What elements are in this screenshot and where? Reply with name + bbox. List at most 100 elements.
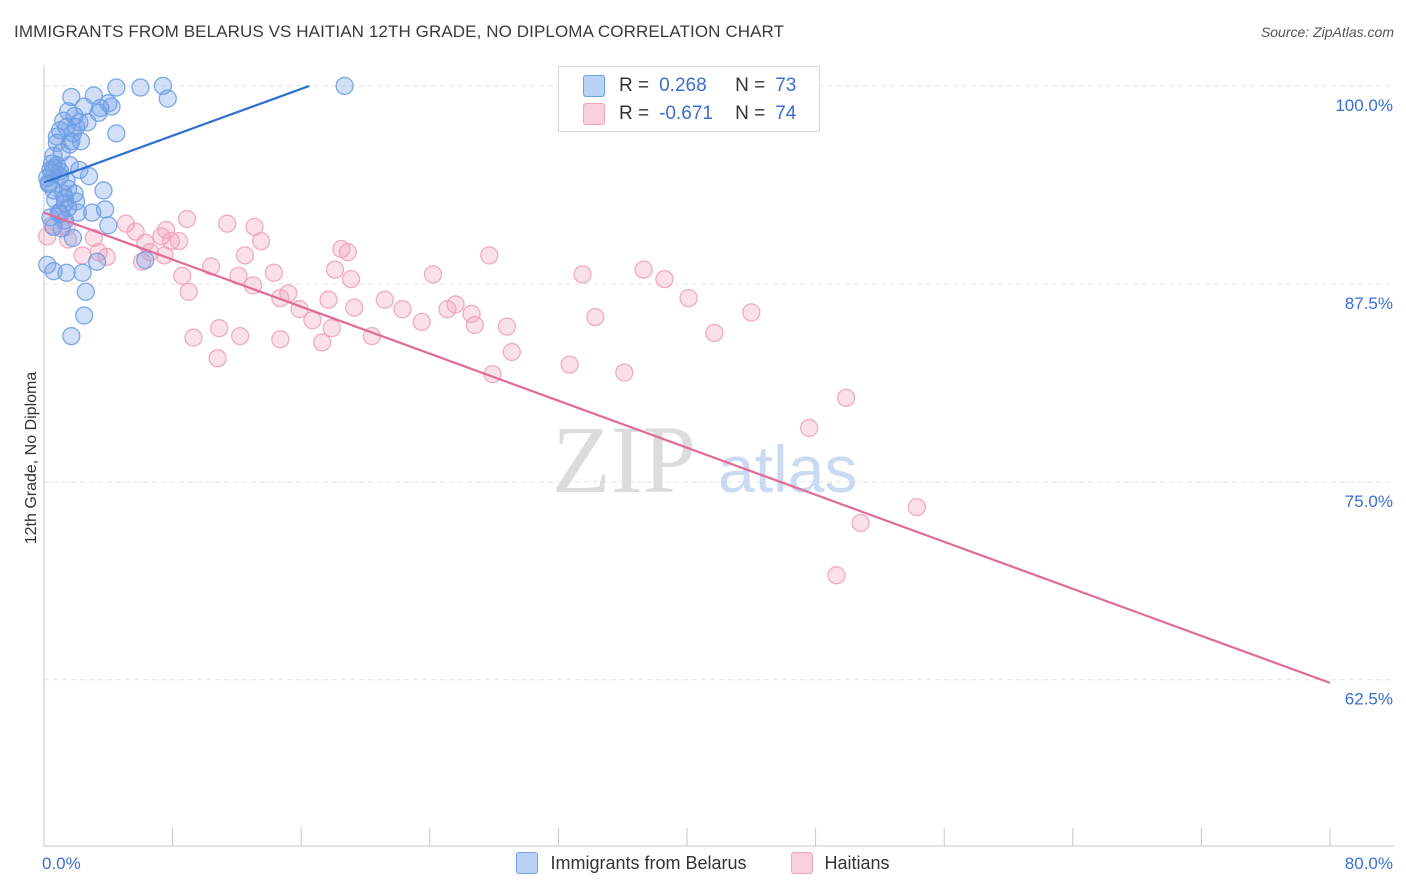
haitians-point [412,312,431,332]
y-tick-label: 100.0% [1335,96,1393,115]
belarus-point [62,87,81,107]
haitians-point [423,265,443,284]
haitians-point [375,290,394,309]
haitians-point [161,231,181,251]
haitians-point [184,328,203,347]
legend-row-belarus: R = 0.268 N = 73 [583,73,796,99]
haitians-point [586,307,605,327]
haitians-point [465,315,484,335]
tick-labels: 100.0% 87.5% 75.0% 62.5% 0.0% 80.0% [42,96,1393,873]
haitians-point [446,295,465,314]
haitians-point [210,319,229,338]
y-tick-label: 87.5% [1345,294,1393,313]
haitians-point [264,263,284,282]
legend-swatch-belarus [583,75,605,97]
haitians-point [179,282,198,301]
legend-r-value: -0.671 [659,103,713,124]
legend-n-value: 74 [775,103,797,124]
haitians-trend-line [43,211,1331,684]
watermark: ZIP atlas [552,406,857,513]
belarus-point [52,219,71,238]
belarus-point [131,78,150,97]
haitians-point [97,247,116,267]
axes [43,66,1394,847]
haitians-point [827,566,846,585]
haitians-point [800,418,819,438]
belarus-point [71,132,91,151]
haitians-point [271,330,290,349]
belarus-point [99,216,118,235]
belarus-point [73,263,92,282]
haitians-point [497,317,517,336]
haitians-point [615,363,634,382]
haitians-point [157,220,176,240]
series-legend: Immigrants from Belarus Haitians [0,852,1406,874]
belarus-point [62,326,81,346]
x-tick-label: 80.0% [1345,854,1393,873]
belarus-point [57,263,76,282]
y-tick-label: 75.0% [1345,492,1393,511]
haitians-point [173,266,192,286]
legend-r-label: R = [619,103,650,124]
legend-item-belarus: Immigrants from Belarus [516,852,747,874]
legend-n-label: N = [735,103,766,124]
haitians-point [655,269,674,289]
belarus-point [107,78,126,97]
belarus-point [55,189,75,208]
belarus-point [76,282,95,301]
haitians-point [303,311,322,330]
belarus-point [91,98,110,118]
haitians-point [742,303,761,322]
chart-title: IMMIGRANTS FROM BELARUS VS HAITIAN 12TH … [14,22,785,41]
haitians-point [679,288,698,308]
belarus-point [158,89,177,108]
haitians-point [202,257,221,276]
haitians-point [705,323,724,343]
haitians-point [208,349,227,368]
haitians-point [312,333,332,352]
haitians-point [319,290,338,309]
haitians-point [341,269,361,289]
belarus-point [79,167,99,186]
belarus-point [78,113,97,132]
haitians-point [502,342,521,362]
legend-swatch-haitians [790,852,813,874]
haitians-point [560,355,579,374]
legend-swatch-haitians [583,103,605,125]
legend-label-belarus: Immigrants from Belarus [550,852,747,873]
haitians-point [907,497,927,517]
belarus-point [136,250,155,270]
haitians-point [338,243,357,262]
belarus-point [68,203,87,222]
haitians-point [851,513,870,533]
belarus-point [38,255,57,275]
haitians-point [345,298,364,317]
gridlines [44,85,1394,681]
belarus-point [94,181,113,200]
trend-lines [43,84,1331,684]
belarus-point [44,159,63,178]
legend-n-value: 73 [775,75,797,96]
legend-n-label: N = [735,75,766,96]
haitians-point [38,227,57,246]
haitians-point [245,217,264,236]
haitians-point [573,265,592,284]
legend-label-haitians: Haitians [824,852,890,873]
haitians-point [325,260,345,279]
haitians-point [480,246,499,265]
legend-swatch-belarus [516,852,539,874]
y-tick-label: 62.5% [1345,690,1393,709]
belarus-point [75,306,94,325]
watermark-atlas: atlas [718,432,857,506]
legend-r-label: R = [619,75,650,96]
legend-item-haitians: Haitians [790,852,890,874]
correlation-legend: R = 0.268 N = 73 R = -0.671 N = 74 [558,66,820,132]
belarus-trend-line [43,84,310,184]
haitians-point [235,246,255,265]
haitians-point [177,209,197,229]
belarus-point [62,132,81,151]
x-tick-label: 0.0% [42,854,81,873]
watermark-zip: ZIP [552,406,696,513]
belarus-point [87,252,107,271]
